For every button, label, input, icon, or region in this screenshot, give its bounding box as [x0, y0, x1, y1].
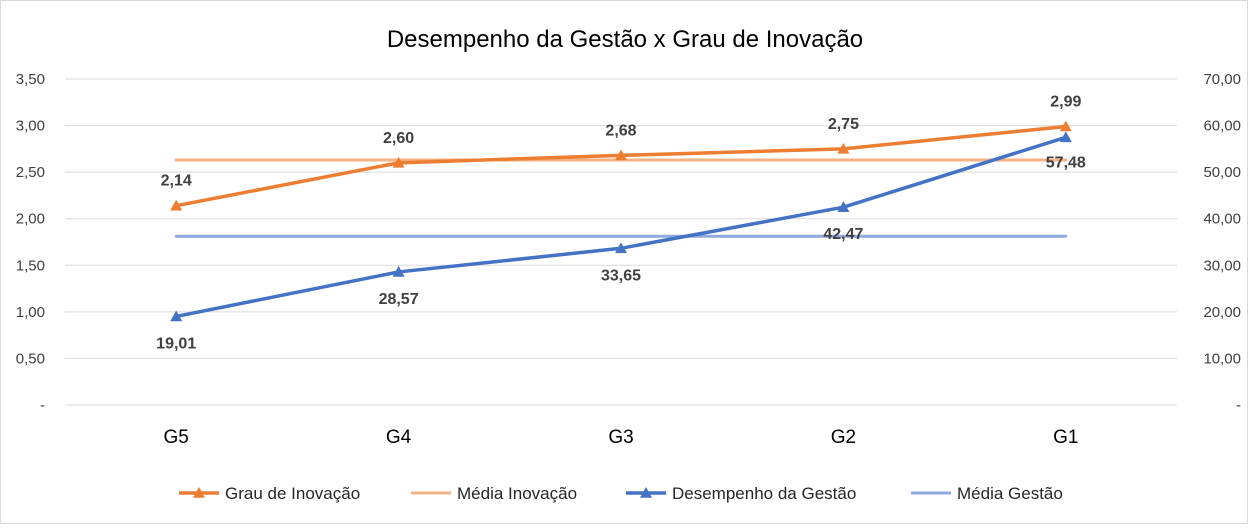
legend-label: Média Inovação — [457, 484, 577, 503]
y-left-tick-label: - — [40, 397, 45, 414]
x-tick-label: G3 — [608, 427, 633, 448]
y-axis-left: - 0,50 1,00 1,50 2,00 2,50 3,00 3,50 — [16, 71, 45, 414]
series-point-0 — [392, 156, 405, 168]
data-label: 57,48 — [1046, 154, 1086, 171]
y-left-tick-label: 1,00 — [16, 304, 45, 321]
data-label: 33,65 — [601, 267, 641, 284]
series-point-0 — [837, 142, 850, 154]
legend-label: Média Gestão — [957, 484, 1063, 503]
y-left-tick-label: 3,50 — [16, 71, 45, 88]
x-tick-label: G5 — [164, 427, 189, 448]
chart-title: Desempenho da Gestão x Grau de Inovação — [387, 26, 863, 53]
data-label: 42,47 — [823, 226, 863, 243]
gridlines — [65, 78, 1177, 406]
y-left-tick-label: 1,50 — [16, 257, 45, 274]
y-axis-right: - 10,00 20,00 30,00 40,00 50,00 60,00 70,00 — [1203, 71, 1241, 414]
y-right-tick-label: 30,00 — [1203, 257, 1241, 274]
y-right-tick-label: 40,00 — [1203, 211, 1241, 228]
y-right-tick-label: 60,00 — [1203, 118, 1241, 135]
x-tick-label: G2 — [831, 427, 856, 448]
y-right-tick-label: 20,00 — [1203, 304, 1241, 321]
series-line-2 — [174, 135, 1068, 319]
y-right-tick-label: 10,00 — [1203, 350, 1241, 367]
data-label: 2,75 — [828, 116, 859, 133]
data-label: 19,01 — [156, 335, 196, 352]
data-label: 2,99 — [1050, 94, 1081, 111]
data-label: 2,68 — [605, 122, 636, 139]
legend-marker — [640, 487, 652, 498]
x-axis: G5 G4 G3 G2 G1 — [164, 427, 1079, 448]
series-point-2 — [392, 265, 405, 277]
legend-label: Desempenho da Gestão — [672, 484, 856, 503]
legend: Grau de Inovação Média Inovação Desempenho… — [179, 484, 1063, 503]
y-left-tick-label: 2,50 — [16, 164, 45, 181]
series-point-2 — [1059, 131, 1072, 143]
series-layer — [170, 120, 1072, 322]
legend-label: Grau de Inovação — [225, 484, 360, 503]
y-right-tick-label: 70,00 — [1203, 71, 1241, 88]
y-left-tick-label: 0,50 — [16, 350, 45, 367]
data-labels: 2,14 2,60 2,68 2,75 2,99 19,01 28,57 33,65 42,47… — [156, 94, 1086, 353]
data-label: 28,57 — [379, 291, 419, 308]
series-point-0 — [170, 199, 183, 211]
series-point-2 — [615, 242, 627, 254]
y-left-tick-label: 2,00 — [16, 211, 45, 228]
x-tick-label: G1 — [1053, 427, 1078, 448]
y-right-tick-label: - — [1236, 397, 1241, 414]
series-point-2 — [170, 310, 183, 322]
x-tick-label: G4 — [386, 427, 412, 448]
y-right-tick-label: 50,00 — [1203, 164, 1241, 181]
y-left-tick-label: 3,00 — [16, 118, 45, 135]
series-point-0 — [615, 149, 627, 161]
series-point-0 — [1059, 120, 1072, 132]
legend-marker — [193, 487, 205, 498]
data-label: 2,14 — [161, 173, 192, 190]
data-label: 2,60 — [383, 130, 414, 147]
series-point-2 — [837, 201, 850, 213]
